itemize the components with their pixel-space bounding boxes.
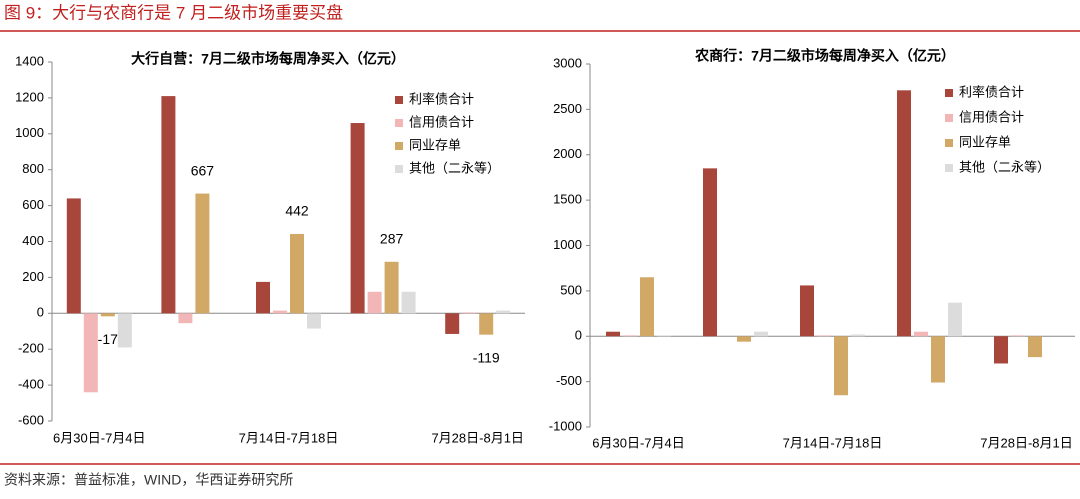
- bar: [273, 310, 287, 314]
- legend-label: 其他（二永等）: [959, 159, 1050, 174]
- bar: [800, 285, 814, 337]
- x-tick-label: 7月28日-8月1日: [980, 435, 1072, 450]
- y-tick-label: 1000: [553, 237, 582, 252]
- chart-title: 大行自营：7月二级市场每周净买入（亿元）: [131, 51, 405, 67]
- y-tick-label: 2000: [553, 146, 582, 161]
- bar: [914, 331, 928, 337]
- bar: [994, 336, 1008, 364]
- bar: [851, 334, 865, 337]
- legend-swatch: [395, 142, 403, 150]
- source-note: 资料来源：普益标准，WIND，华西证券研究所: [4, 472, 293, 488]
- figure-title: 图 9：大行与农商行是 7 月二级市场重要买盘: [4, 3, 343, 22]
- bar: [479, 313, 494, 335]
- bar: [83, 313, 98, 393]
- bar: [178, 313, 193, 324]
- bar: [367, 291, 382, 314]
- bar: [496, 310, 511, 314]
- bar: [401, 291, 416, 314]
- bar: [1028, 336, 1042, 358]
- bar: [897, 90, 911, 337]
- bar: [623, 335, 637, 337]
- y-tick-label: 800: [22, 161, 44, 176]
- y-tick-label: 1200: [15, 89, 44, 104]
- legend-label: 同业存单: [409, 137, 461, 152]
- x-tick-label: 6月30日-7月4日: [592, 435, 684, 450]
- bar: [657, 335, 671, 337]
- bar: [737, 336, 751, 342]
- legend-swatch: [945, 139, 953, 147]
- bar: [256, 281, 270, 314]
- legend-label: 其他（二永等）: [409, 160, 500, 175]
- y-tick-label: -1000: [549, 418, 582, 433]
- x-tick-label: 6月30日-7月4日: [53, 430, 145, 445]
- y-tick-label: 500: [560, 282, 582, 297]
- y-tick-label: 3000: [553, 55, 582, 70]
- bar: [100, 313, 115, 317]
- bar: [754, 331, 768, 337]
- y-tick-label: 600: [22, 197, 44, 212]
- y-tick-label: 1400: [15, 53, 44, 68]
- legend-label: 信用债合计: [959, 109, 1024, 124]
- x-tick-label: 7月14日-7月18日: [783, 435, 883, 450]
- legend-swatch: [945, 164, 953, 172]
- bar: [1011, 335, 1025, 337]
- bar: [834, 336, 848, 396]
- legend-label: 利率债合计: [409, 91, 474, 106]
- data-label: -119: [473, 349, 500, 365]
- y-tick-label: -200: [18, 341, 44, 356]
- bar: [703, 168, 717, 337]
- legend-swatch: [395, 119, 403, 127]
- bar: [817, 335, 831, 337]
- legend-swatch: [395, 96, 403, 104]
- data-label: 442: [285, 203, 309, 219]
- chart-title: 农商行：7月二级市场每周净买入（亿元）: [694, 48, 955, 64]
- data-label: 287: [380, 230, 404, 246]
- y-tick-label: 1500: [553, 192, 582, 207]
- legend-label: 同业存单: [959, 134, 1011, 149]
- bar: [117, 313, 132, 348]
- bar: [290, 233, 304, 314]
- bar: [606, 331, 620, 337]
- legend-label: 利率债合计: [959, 84, 1024, 99]
- bar: [462, 312, 477, 314]
- y-tick-label: -500: [556, 373, 582, 388]
- y-tick-label: -400: [18, 377, 44, 392]
- y-tick-label: 400: [22, 233, 44, 248]
- bar: [640, 277, 654, 337]
- bar: [948, 302, 962, 337]
- data-label: 667: [191, 162, 215, 178]
- x-tick-label: 7月14日-7月18日: [239, 430, 339, 445]
- y-tick-label: 200: [22, 269, 44, 284]
- x-tick-label: 7月28日-8月1日: [431, 430, 523, 445]
- bar: [445, 313, 460, 334]
- bar: [195, 193, 210, 314]
- y-tick-label: 0: [37, 305, 44, 320]
- y-tick-label: 0: [575, 328, 582, 343]
- bar: [931, 336, 945, 383]
- bar: [66, 198, 81, 314]
- bar: [350, 123, 365, 314]
- y-tick-label: -600: [18, 412, 44, 427]
- legend-swatch: [945, 114, 953, 122]
- data-label: -17: [98, 331, 118, 347]
- legend-swatch: [395, 165, 403, 173]
- y-tick-label: 1000: [15, 125, 44, 140]
- bar: [161, 96, 176, 314]
- bar: [307, 313, 321, 329]
- legend-swatch: [945, 89, 953, 97]
- legend-label: 信用债合计: [409, 114, 474, 129]
- y-tick-label: 2500: [553, 101, 582, 116]
- bar: [384, 261, 399, 314]
